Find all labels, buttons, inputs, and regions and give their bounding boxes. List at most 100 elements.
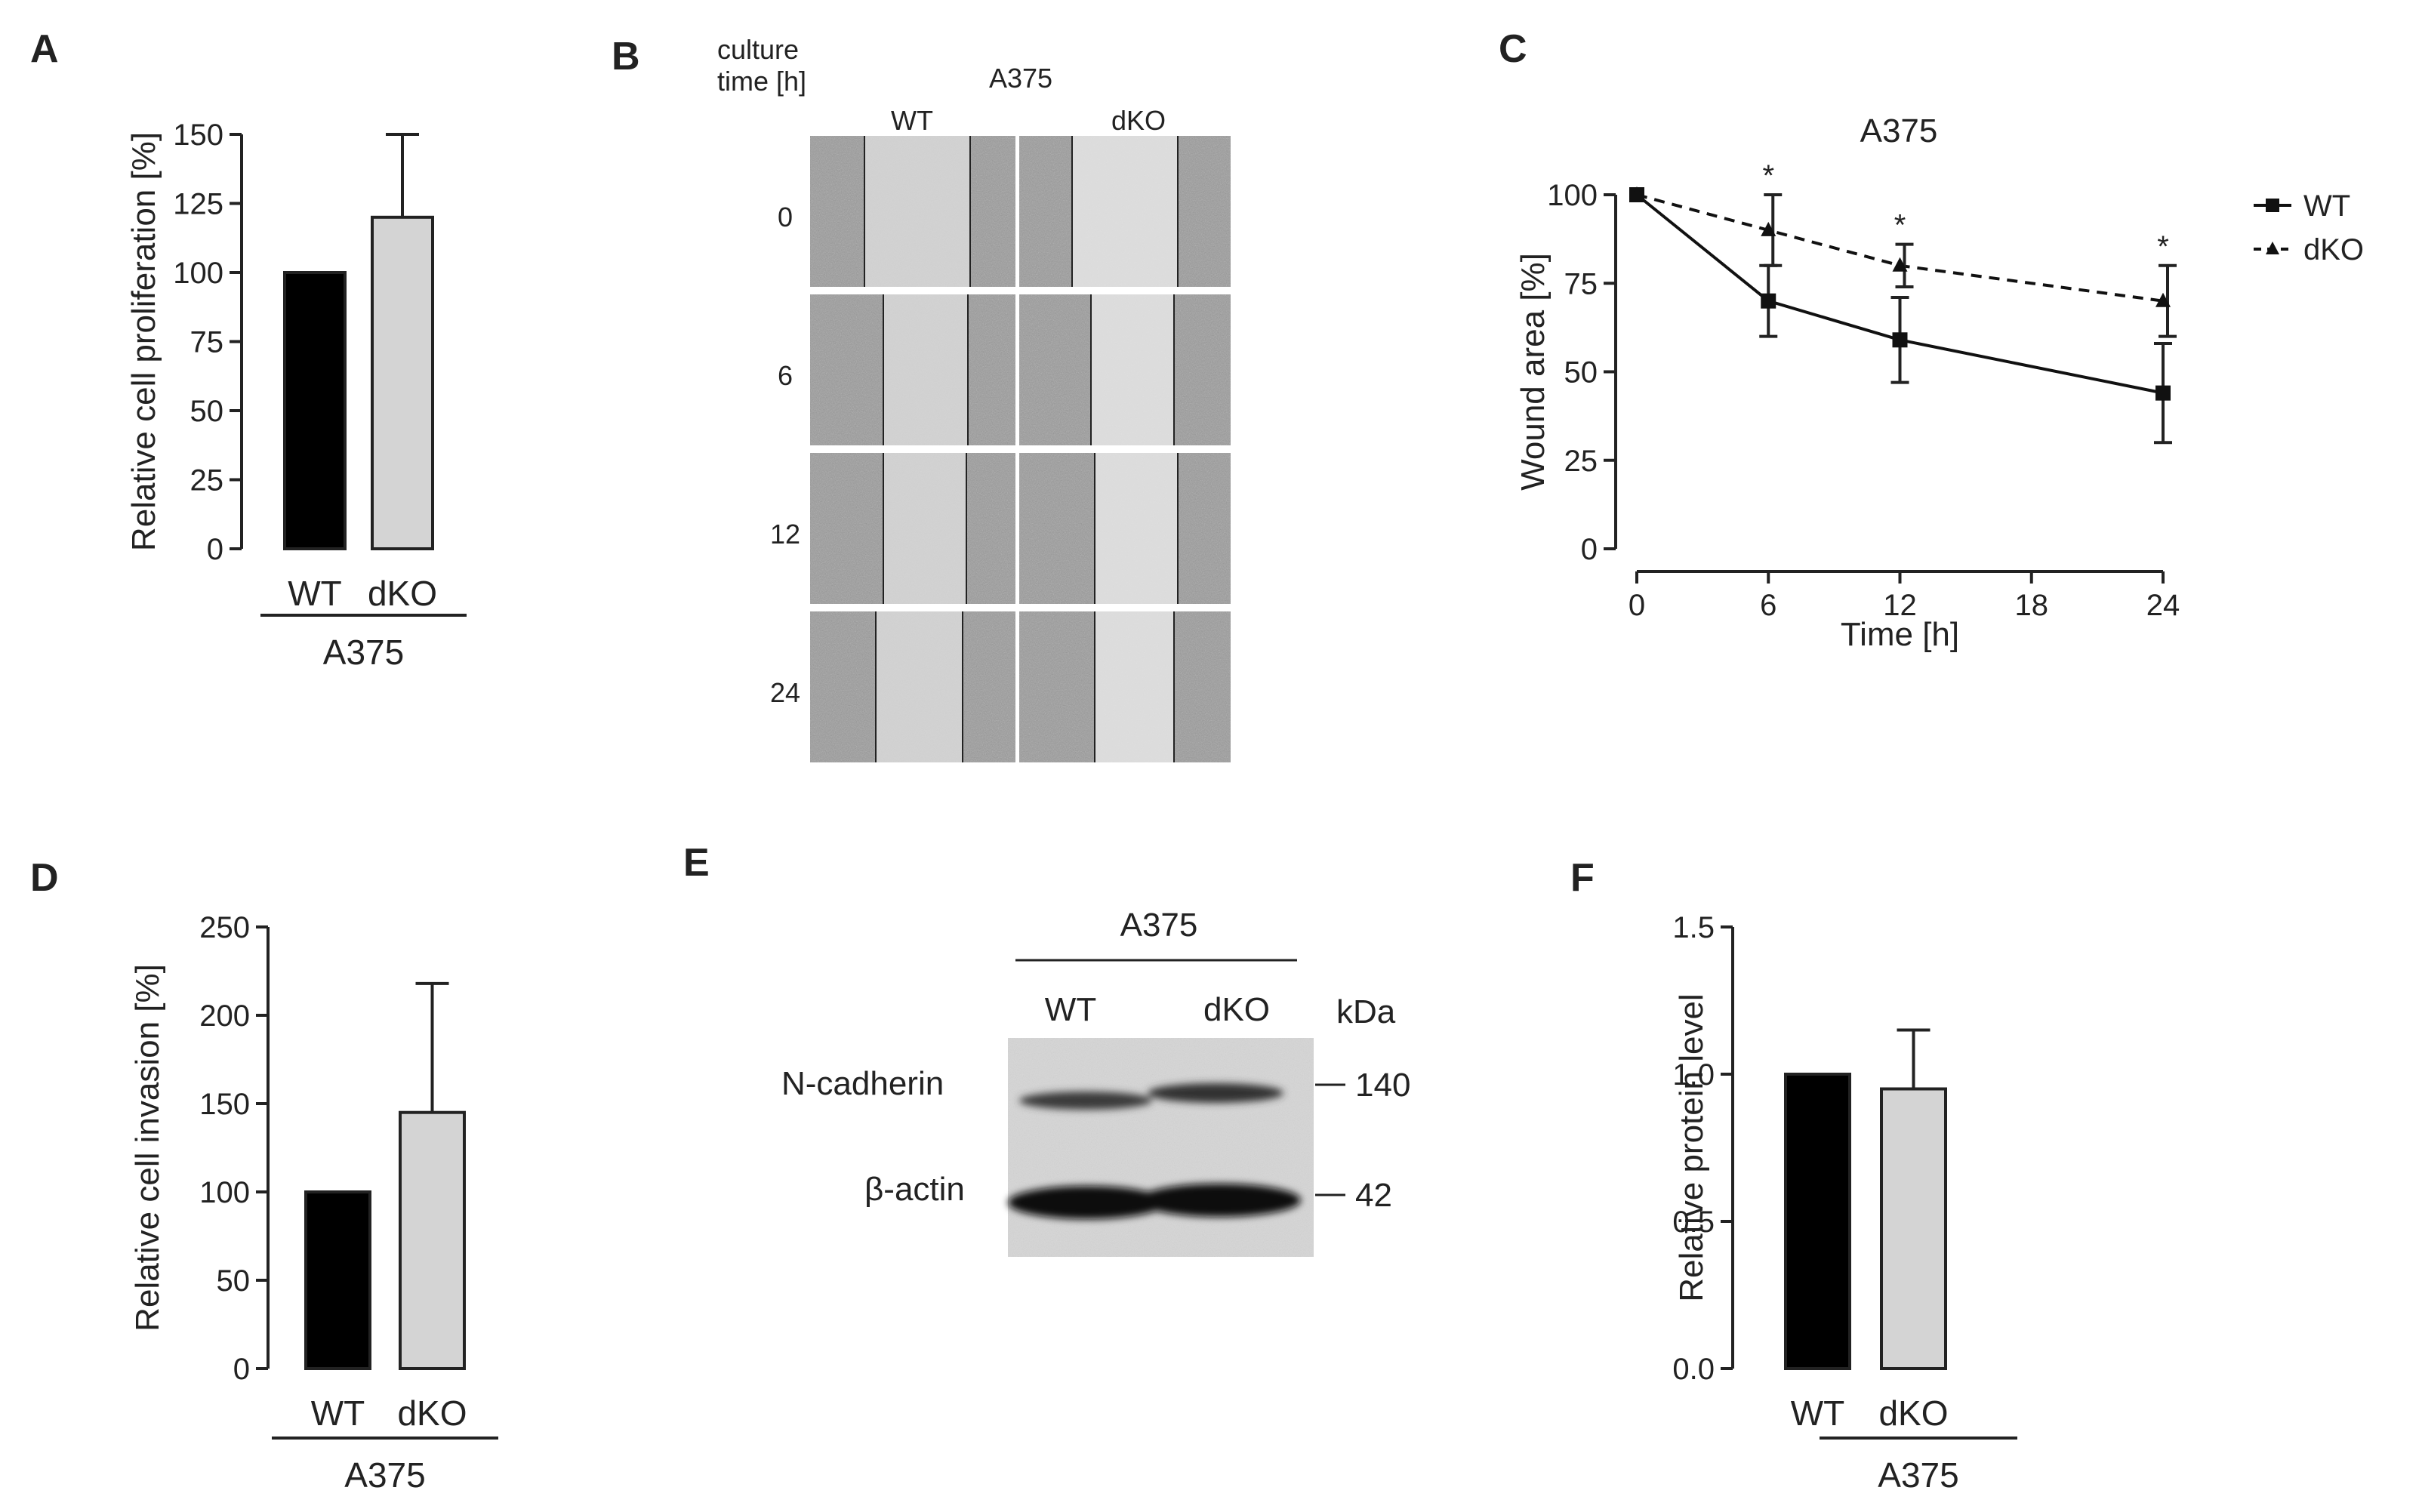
band-ncad-wt <box>1019 1092 1152 1110</box>
category-label-wt: WT <box>1791 1393 1845 1433</box>
x-axis-label: Time [h] <box>1841 616 1959 653</box>
time-label-24: 24 <box>770 677 800 708</box>
y-tick-label: 100 <box>173 257 223 290</box>
bar-wt <box>304 1190 371 1370</box>
scratch-wt-label: WT <box>891 105 933 136</box>
y-tick-label: 0 <box>233 1353 250 1386</box>
wound-gap <box>864 136 970 287</box>
wound-gap <box>1072 136 1178 287</box>
band-label-ncadherin: N-cadherin <box>781 1065 944 1102</box>
marker-dko <box>1629 186 1644 201</box>
y-tick-label: 50 <box>1564 356 1598 390</box>
legend-marker-wt <box>2266 199 2279 212</box>
legend-label-wt: WT <box>2303 189 2350 223</box>
series-line-wt <box>1635 193 2164 395</box>
x-tick-label: 0 <box>1629 589 1645 622</box>
culture-label-line2: time [h] <box>717 66 806 97</box>
blot-membrane-texture <box>1008 1038 1314 1257</box>
blot-bands <box>1008 1083 1301 1219</box>
marker-140: 140 <box>1355 1067 1410 1104</box>
y-tick-label: 0.0 <box>1672 1353 1715 1386</box>
y-axis-label: Relative cell invasion [%] <box>129 964 166 1332</box>
scratch-dko-label: dKO <box>1111 105 1166 136</box>
wound-gap <box>876 611 963 762</box>
category-label-dko: dKO <box>1878 1393 1948 1433</box>
western-blot-panel: A375 WT dKO kDa N-cadherin β-actin 140 4… <box>781 907 1410 1257</box>
wound-gap <box>1095 453 1178 604</box>
group-label: A375 <box>323 633 404 672</box>
bar-dko <box>399 1110 466 1370</box>
blot-lane-dko: dKO <box>1203 991 1270 1028</box>
x-tick-label: 6 <box>1760 589 1776 622</box>
y-tick-label: 100 <box>1547 179 1598 212</box>
y-tick-label: 150 <box>199 1088 250 1121</box>
y-tick-label: 50 <box>190 395 224 428</box>
wound-gap <box>883 453 966 604</box>
marker-wt <box>2155 385 2171 401</box>
x-tick-label: 18 <box>2015 589 2049 622</box>
panel-letter-d: D <box>30 856 59 900</box>
chart-title: A375 <box>1860 112 1938 149</box>
bar-dko <box>1880 1087 1947 1370</box>
significance-star: * <box>1894 209 1906 242</box>
marker-dko <box>2155 292 2171 307</box>
y-tick-label: 0 <box>1581 533 1598 566</box>
significance-star: * <box>1762 159 1774 192</box>
time-label-6: 6 <box>778 360 793 391</box>
scratch-assay-panel: culture time [h] A375 WT dKO 0 6 12 24 <box>717 34 1231 762</box>
y-tick-label: 75 <box>1564 267 1598 300</box>
wound-gap <box>883 294 968 445</box>
x-tick-label: 12 <box>1883 589 1917 622</box>
bar-dko <box>371 215 434 550</box>
y-tick-label: 25 <box>190 464 224 497</box>
y-axis-label: Wound area [%] <box>1515 253 1551 491</box>
wound-gap <box>1091 294 1174 445</box>
category-label-dko: dKO <box>397 1393 467 1433</box>
significance-star: * <box>2157 230 2169 263</box>
y-tick-label: 1.5 <box>1672 911 1715 944</box>
proliferation-bar-chart: 0 25 50 75 100 125 150 Relative cell proliferat… <box>125 119 467 672</box>
y-tick-label: 75 <box>190 326 224 359</box>
band-label-actin: β-actin <box>864 1171 965 1208</box>
band-actin-dko <box>1138 1184 1301 1217</box>
legend-marker-dko <box>2266 242 2279 254</box>
y-tick-label: 200 <box>199 999 250 1033</box>
band-actin-wt <box>1008 1186 1166 1219</box>
marker-42: 42 <box>1355 1177 1392 1214</box>
protein-level-bar-chart: 0.0 0.5 1.0 1.5 Relative protein level WT dKO A… <box>1672 911 2017 1495</box>
wound-area-line-chart: 0 25 50 75 100 0 6 12 18 24 Time [h] Wound area [%]… <box>1515 112 2364 653</box>
scratch-cell-line-label: A375 <box>989 63 1052 94</box>
bar-wt <box>283 271 347 550</box>
blot-lane-wt: WT <box>1045 991 1096 1028</box>
culture-label-line1: culture <box>717 34 799 65</box>
time-label-0: 0 <box>778 202 793 232</box>
y-tick-label: 50 <box>217 1264 251 1298</box>
legend-label-dko: dKO <box>2303 233 2364 266</box>
y-tick-label: 250 <box>199 911 250 944</box>
wound-gap <box>1095 611 1174 762</box>
group-label: A375 <box>1878 1455 1958 1495</box>
y-axis-label: Relative cell proliferation [%] <box>125 132 162 551</box>
y-tick-label: 1.0 <box>1672 1058 1715 1092</box>
blot-cell-line-label: A375 <box>1120 907 1198 944</box>
y-tick-label: 100 <box>199 1176 250 1209</box>
y-tick-label: 150 <box>173 119 223 152</box>
y-tick-label: 25 <box>1564 445 1598 478</box>
micrograph-grid: 0 6 12 24 <box>770 136 1231 762</box>
category-label-dko: dKO <box>368 574 437 613</box>
marker-wt <box>1761 293 1776 309</box>
panel-letter-f: F <box>1570 856 1595 900</box>
category-label-wt: WT <box>288 574 342 613</box>
marker-dko <box>1892 257 1908 272</box>
panel-letter-a: A <box>30 27 59 71</box>
blot-kda-label: kDa <box>1336 993 1396 1030</box>
x-tick-label: 24 <box>2146 589 2180 622</box>
invasion-bar-chart: 0 50 100 150 200 250 Relative cell invasion [%… <box>129 911 498 1495</box>
category-label-wt: WT <box>311 1393 365 1433</box>
panel-letter-b: B <box>612 35 640 79</box>
y-tick-label: 0 <box>207 533 223 566</box>
group-label: A375 <box>344 1455 425 1495</box>
y-axis-label: Relative protein level <box>1673 993 1710 1301</box>
y-tick-label: 125 <box>173 188 223 221</box>
